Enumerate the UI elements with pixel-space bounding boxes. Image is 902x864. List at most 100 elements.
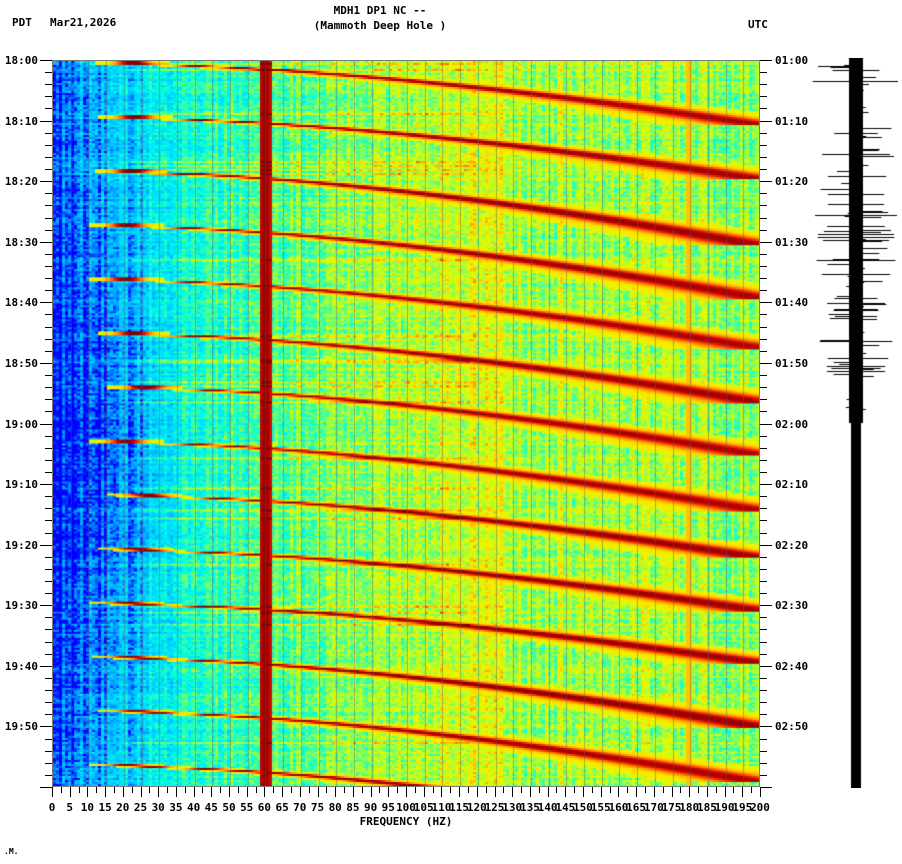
frequency-tick: [96, 787, 97, 793]
frequency-tick: [194, 787, 195, 797]
time-tick-right: [760, 702, 767, 703]
timezone-right-label: UTC: [748, 18, 768, 31]
time-tick-right: [760, 387, 767, 388]
frequency-label: 25: [133, 801, 148, 814]
time-label-local: 19:00: [4, 418, 38, 431]
time-tick-left: [40, 242, 52, 243]
time-tick-left: [45, 520, 52, 521]
time-tick-right: [760, 411, 767, 412]
time-tick-left: [45, 654, 52, 655]
frequency-axis: FREQUENCY (HZ) 0 5 10 15 20 25 30 35 40 45 50 55 60 6…: [0, 787, 902, 828]
frequency-tick: [406, 787, 407, 797]
time-tick-right: [760, 496, 767, 497]
time-label-local: 18:00: [4, 54, 38, 67]
frequency-label: 30: [151, 801, 165, 814]
frequency-tick: [415, 787, 416, 793]
time-tick-right: [760, 181, 772, 182]
time-tick-left: [40, 545, 52, 546]
frequency-tick: [282, 787, 283, 797]
frequency-tick: [530, 787, 531, 797]
frequency-tick: [441, 787, 442, 797]
frequency-label: 40: [186, 801, 201, 814]
frequency-tick: [123, 787, 124, 797]
time-tick-left: [45, 617, 52, 618]
frequency-tick: [247, 787, 248, 797]
frequency-tick: [229, 787, 230, 797]
frequency-tick: [627, 787, 628, 793]
time-tick-left: [40, 605, 52, 606]
time-tick-right: [760, 484, 772, 485]
frequency-label: 70: [293, 801, 307, 814]
frequency-tick: [114, 787, 115, 793]
time-tick-left: [45, 266, 52, 267]
frequency-label: 0: [48, 801, 56, 814]
frequency-tick: [167, 787, 168, 793]
frequency-label: 50: [222, 801, 236, 814]
time-tick-right: [760, 327, 767, 328]
time-tick-left: [45, 714, 52, 715]
frequency-tick: [158, 787, 159, 797]
frequency-tick: [105, 787, 106, 797]
time-label-utc: 02:40: [775, 660, 809, 673]
spectrogram-heatmap: [53, 61, 759, 786]
time-tick-left: [45, 375, 52, 376]
time-label-local: 19:40: [4, 660, 38, 673]
time-tick-right: [760, 642, 767, 643]
time-tick-left: [40, 787, 52, 788]
time-tick-right: [760, 133, 767, 134]
frequency-tick: [379, 787, 380, 793]
frequency-tick: [291, 787, 292, 793]
time-tick-left: [45, 254, 52, 255]
time-tick-right: [760, 363, 772, 364]
time-tick-left: [45, 629, 52, 630]
frequency-axis-title: FREQUENCY (HZ): [359, 815, 453, 828]
frequency-tick: [388, 787, 389, 797]
time-tick-left: [45, 533, 52, 534]
time-tick-left: [45, 290, 52, 291]
frequency-label: 20: [116, 801, 130, 814]
frequency-tick: [264, 787, 265, 797]
time-tick-right: [760, 424, 772, 425]
time-tick-left: [45, 169, 52, 170]
time-tick-left: [45, 218, 52, 219]
time-tick-right: [760, 108, 767, 109]
time-tick-right: [760, 460, 767, 461]
time-tick-left: [45, 775, 52, 776]
time-tick-right: [760, 508, 767, 509]
frequency-tick: [185, 787, 186, 793]
frequency-label: 195: [732, 801, 753, 814]
frequency-label: 45: [204, 801, 218, 814]
frequency-tick: [645, 787, 646, 793]
time-tick-left: [45, 72, 52, 73]
time-tick-right: [760, 690, 767, 691]
header-bar: PDT Mar21,2026 MDH1 DP1 NC -- (Mammoth D…: [0, 0, 902, 50]
time-label-local: 18:40: [4, 296, 38, 309]
frequency-label: 85: [346, 801, 360, 814]
time-axis-utc: 01:00 01:10 01:20 01:30 01:40 01:50 02:00 02:10…: [760, 54, 902, 788]
time-tick-right: [760, 266, 767, 267]
frequency-label: 105: [413, 801, 434, 814]
time-tick-right: [760, 230, 767, 231]
time-tick-left: [45, 751, 52, 752]
frequency-tick: [176, 787, 177, 797]
frequency-label: 175: [661, 801, 682, 814]
time-tick-right: [760, 121, 772, 122]
time-tick-right: [760, 763, 767, 764]
frequency-tick: [141, 787, 142, 797]
frequency-tick: [79, 787, 80, 793]
time-tick-left: [45, 84, 52, 85]
time-label-utc: 01:00: [775, 54, 809, 67]
frequency-label: 125: [484, 801, 505, 814]
frequency-tick: [220, 787, 221, 793]
time-tick-right: [760, 605, 772, 606]
frequency-tick: [468, 787, 469, 793]
time-tick-right: [760, 290, 767, 291]
frequency-tick: [353, 787, 354, 797]
spectrogram-plot-area[interactable]: [52, 60, 760, 787]
time-tick-left: [45, 678, 52, 679]
frequency-tick: [760, 787, 761, 797]
time-label-local: 18:30: [4, 236, 38, 249]
frequency-tick: [459, 787, 460, 797]
time-label-utc: 01:30: [775, 236, 809, 249]
frequency-tick: [751, 787, 752, 793]
